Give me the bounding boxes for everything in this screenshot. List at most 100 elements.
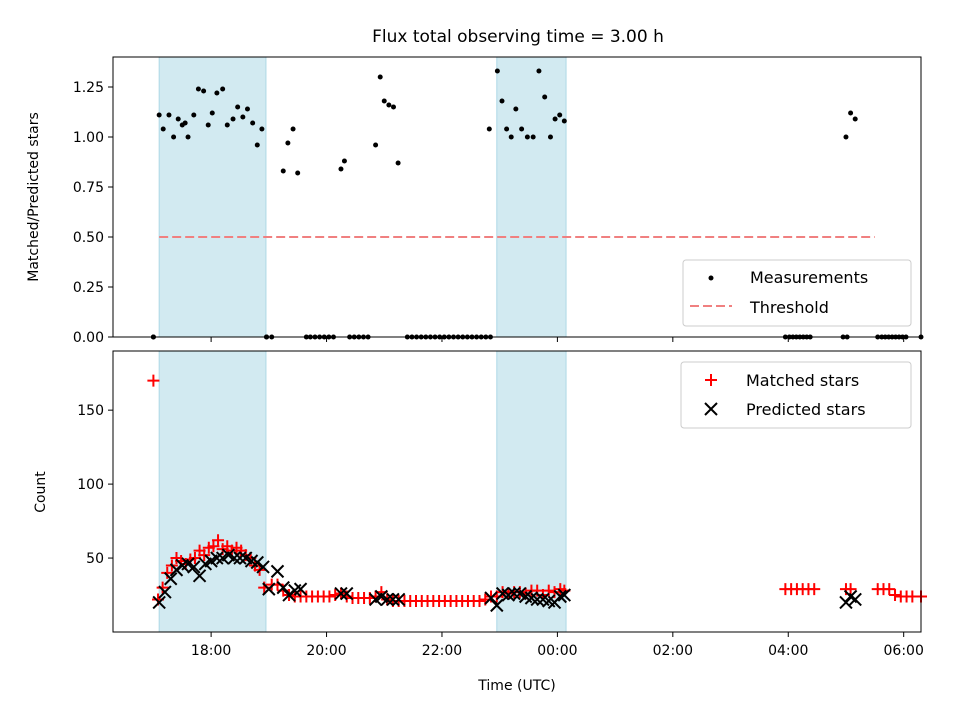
measurement-point (390, 104, 396, 110)
top-shaded-span (496, 56, 567, 338)
matched-star-point (212, 534, 225, 547)
predicted-star-point (210, 551, 224, 565)
bottom-legend: Matched stars Predicted stars (680, 361, 912, 429)
matched-star-point (808, 583, 821, 596)
measurement-point (547, 134, 553, 140)
bottom-shaded-span (158, 350, 267, 633)
measurement-point (201, 88, 207, 94)
top-panel: 0.00 0.25 0.50 0.75 1.00 1.25 Matched/Predict… (26, 56, 924, 346)
measurement-point (843, 134, 849, 140)
bottom-panel: 50 100 150 18:00 20:00 22:00 00:00 02:00 04:00 0… (33, 350, 927, 694)
measurement-point (557, 112, 563, 118)
measurement-point (171, 134, 177, 140)
chart-title: Flux total observing time = 3.00 h (372, 27, 664, 47)
measurement-point (175, 116, 181, 122)
measurement-point (377, 74, 383, 80)
top-ytick-label: 0.25 (73, 280, 104, 296)
measurement-point (209, 110, 215, 116)
measurement-point (214, 90, 220, 96)
measurement-point (341, 158, 347, 164)
measurement-point (508, 134, 514, 140)
legend-measurements-label: Measurements (750, 268, 868, 287)
measurement-point (240, 114, 246, 120)
matched-star-point (473, 594, 486, 607)
measurement-point (182, 120, 188, 126)
measurement-point (386, 102, 392, 108)
predicted-star-point (553, 589, 567, 604)
measurement-point (338, 166, 344, 172)
top-ytick-label: 0.00 (73, 330, 104, 346)
measurement-point (486, 126, 492, 132)
bottom-xtick-label: 06:00 (884, 643, 924, 659)
bottom-xtick-label: 18:00 (191, 643, 231, 659)
bottom-ytick-label: 150 (77, 403, 104, 419)
legend-matched-marker (705, 374, 717, 386)
predicted-star-point (164, 572, 178, 586)
matched-star-point (188, 552, 201, 565)
matched-star-point (889, 589, 902, 602)
measurement-point (244, 106, 250, 112)
measurement-point (504, 126, 510, 132)
legend-matched-label: Matched stars (746, 371, 859, 390)
measurement-point (530, 134, 536, 140)
predicted-star-point (233, 551, 247, 565)
predicted-star-point (490, 598, 504, 613)
matched-star-point (198, 549, 211, 562)
measurement-point (235, 104, 241, 110)
top-legend: Measurements Threshold (682, 259, 912, 327)
measurement-point (395, 160, 401, 166)
measurement-point (191, 112, 197, 118)
bottom-xlabel: Time (UTC) (477, 678, 555, 694)
measurement-point (254, 142, 260, 148)
bottom-ytick-label: 50 (86, 551, 104, 567)
bottom-xtick-label: 00:00 (537, 643, 577, 659)
matched-star-point (161, 566, 174, 579)
predicted-star-point (334, 586, 348, 601)
predicted-star-point (192, 569, 207, 583)
bottom-xtick-label: 20:00 (306, 643, 346, 659)
predicted-star-point (293, 582, 308, 596)
predicted-star-point (386, 592, 400, 607)
bottom-xtick-label: 02:00 (653, 643, 693, 659)
measurement-point (519, 126, 525, 132)
measurement-point (224, 122, 230, 128)
matched-star-point (883, 583, 896, 596)
predicted-star-point (557, 588, 572, 602)
matched-star-point (323, 590, 336, 603)
measurement-point (156, 112, 162, 118)
matched-star-point (147, 374, 160, 387)
predicted-star-point (507, 586, 521, 601)
bottom-axes-frame (112, 350, 922, 633)
predicted-star-point (256, 560, 270, 574)
top-ytick-label: 0.75 (73, 180, 104, 196)
top-ytick-label: 1.00 (73, 130, 104, 146)
measurement-point (220, 86, 226, 92)
bottom-ylabel: Count (33, 471, 49, 513)
measurement-point (205, 122, 211, 128)
measurement-point (160, 126, 166, 132)
measurement-point (285, 140, 291, 146)
measurement-point (290, 126, 296, 132)
measurement-point (185, 134, 191, 140)
measurement-point (295, 170, 301, 176)
predicted-star-point (187, 560, 201, 574)
measurement-point (552, 116, 558, 122)
measurement-point (166, 112, 172, 118)
measurement-point (195, 86, 201, 92)
matched-star-point (844, 583, 857, 596)
measurement-point (542, 94, 548, 100)
measurement-point (280, 168, 286, 174)
top-ytick-label: 0.50 (73, 230, 104, 246)
measurement-point (259, 126, 265, 132)
predicted-star-point (484, 591, 498, 605)
measurement-point (499, 98, 505, 104)
matched-star-point (502, 587, 515, 600)
predicted-star-point (227, 551, 241, 565)
predicted-star-point (391, 592, 406, 607)
top-ylabel: Matched/Predicted stars (26, 112, 42, 282)
measurement-point (524, 134, 530, 140)
measurement-point (373, 142, 379, 148)
bottom-legend-box (680, 361, 912, 429)
legend-measurements-marker (708, 275, 714, 281)
